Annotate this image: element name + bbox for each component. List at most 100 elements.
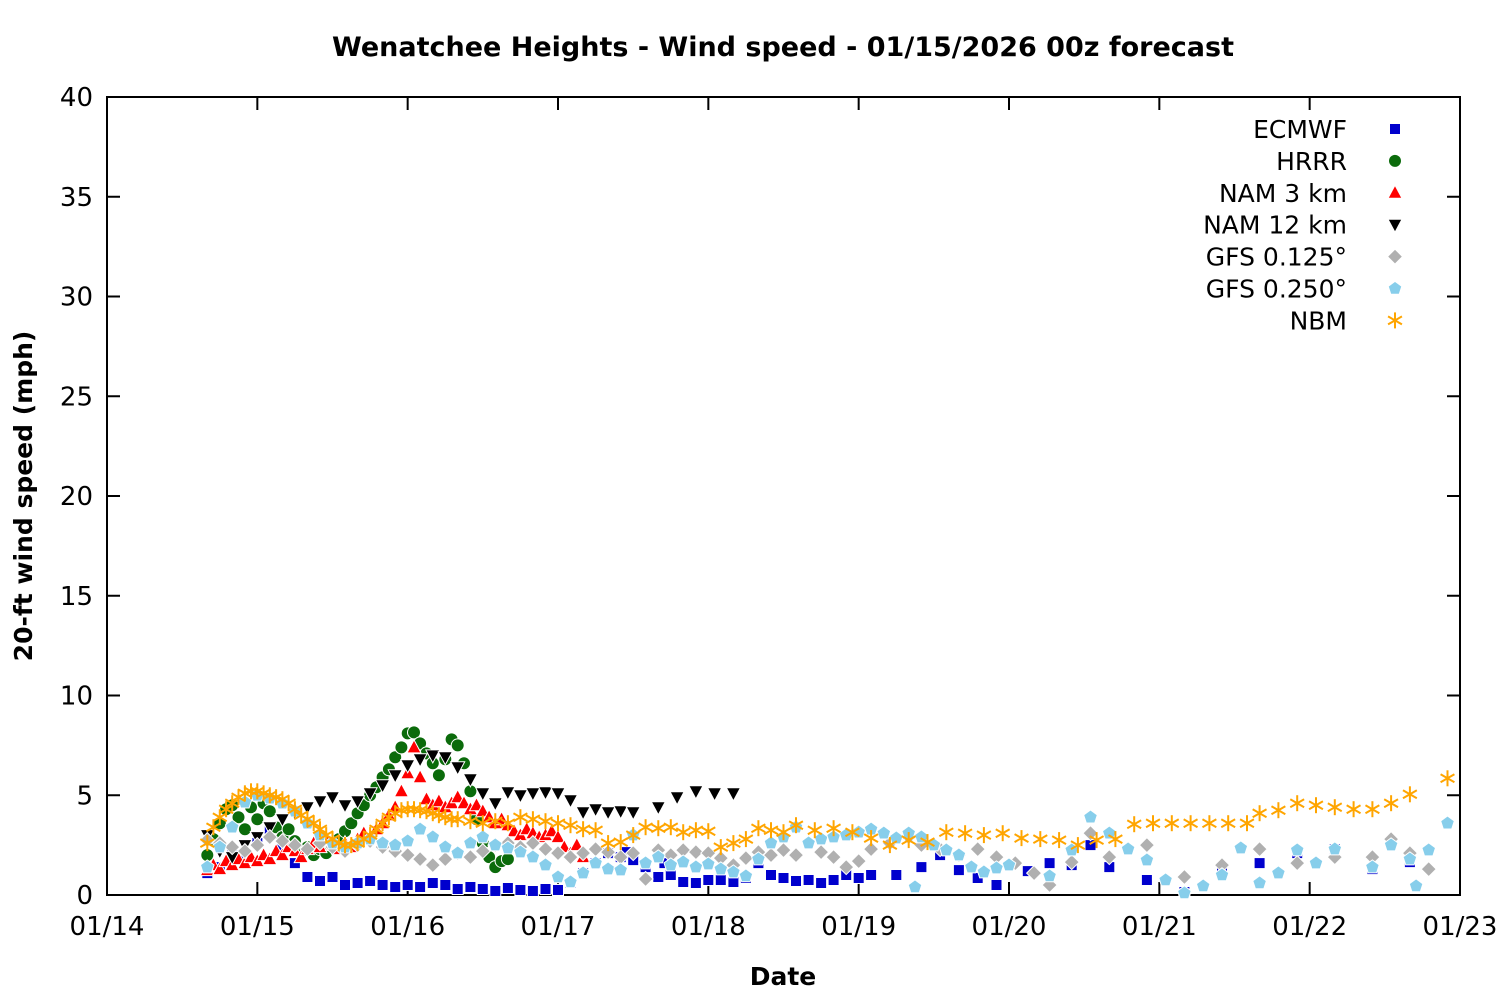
data-point-gfs-0-125 bbox=[1025, 864, 1043, 882]
data-point-nam-12-km bbox=[312, 795, 328, 810]
data-point-gfs-0-250 bbox=[1120, 841, 1136, 856]
legend-label: NAM 3 km bbox=[1219, 179, 1347, 208]
asterisk-spoke bbox=[400, 804, 416, 815]
asterisk-spoke bbox=[419, 806, 434, 817]
data-point-nbm bbox=[1327, 799, 1343, 816]
data-point-gfs-0-250 bbox=[1195, 878, 1211, 893]
data-point-nbm bbox=[1070, 837, 1086, 854]
data-point-gfs-0-250 bbox=[964, 859, 979, 874]
legend-item-gfs-0-125: GFS 0.125° bbox=[1206, 243, 1404, 272]
asterisk-spoke bbox=[901, 835, 917, 845]
asterisk-spoke bbox=[738, 834, 754, 844]
asterisk-spoke bbox=[550, 818, 566, 829]
data-point-ecmwf bbox=[514, 884, 527, 896]
x-tick-label: 01/20 bbox=[972, 912, 1047, 942]
data-point-nbm bbox=[750, 820, 766, 837]
asterisk-spoke bbox=[713, 842, 729, 852]
asterisk-spoke bbox=[1239, 818, 1255, 829]
y-tick-label: 30 bbox=[60, 283, 93, 313]
data-point-nbm bbox=[863, 830, 879, 847]
asterisk-spoke bbox=[1387, 315, 1403, 326]
data-point-ecmwf bbox=[1253, 857, 1266, 870]
data-point-nbm bbox=[738, 831, 754, 848]
data-point-nbm bbox=[938, 824, 954, 841]
asterisk-spoke bbox=[700, 826, 716, 837]
data-point-nam-12-km bbox=[550, 787, 566, 802]
data-point-gfs-0-250 bbox=[450, 845, 466, 860]
data-point-nam-3-km bbox=[412, 768, 428, 784]
data-point-nam-12-km bbox=[374, 779, 391, 794]
asterisk-spoke bbox=[268, 792, 284, 803]
data-point-gfs-0-250 bbox=[588, 855, 603, 870]
data-point-gfs-0-250 bbox=[412, 821, 428, 836]
asterisk-spoke bbox=[776, 827, 791, 838]
x-tick-label: 01/14 bbox=[70, 912, 145, 942]
data-point-nbm bbox=[444, 811, 460, 828]
data-point-gfs-0-250 bbox=[500, 840, 516, 855]
data-point-hrrr bbox=[388, 750, 403, 765]
asterisk-spoke bbox=[1070, 840, 1086, 850]
asterisk-spoke bbox=[243, 786, 259, 797]
x-tick-label: 01/18 bbox=[671, 912, 746, 942]
data-point-gfs-0-125 bbox=[1082, 824, 1099, 842]
data-point-nbm bbox=[613, 834, 629, 851]
data-point-nbm bbox=[1402, 786, 1418, 803]
asterisk-spoke bbox=[725, 838, 741, 848]
legend-marker-triangle-up-icon bbox=[1387, 184, 1403, 199]
data-point-nam-3-km bbox=[431, 792, 447, 808]
data-point-gfs-0-250 bbox=[400, 833, 416, 848]
data-point-nbm bbox=[1164, 815, 1180, 832]
data-point-gfs-0-250 bbox=[1327, 841, 1343, 856]
asterisk-spoke bbox=[462, 816, 478, 827]
data-point-gfs-0-125 bbox=[574, 844, 592, 862]
data-point-nbm bbox=[807, 822, 823, 839]
data-point-nbm bbox=[663, 819, 679, 836]
asterisk-spoke bbox=[306, 818, 322, 829]
data-point-gfs-0-250 bbox=[1271, 865, 1286, 880]
data-point-nbm bbox=[1270, 802, 1286, 819]
data-point-nbm bbox=[1308, 797, 1324, 814]
data-point-hrrr bbox=[394, 740, 409, 755]
data-point-gfs-0-250 bbox=[1440, 815, 1455, 830]
data-point-gfs-0-250 bbox=[224, 819, 240, 834]
data-point-gfs-0-250 bbox=[1252, 875, 1267, 890]
data-point-ecmwf bbox=[401, 879, 414, 891]
data-point-ecmwf bbox=[389, 881, 402, 893]
data-point-nbm bbox=[725, 835, 741, 852]
y-tick-label: 10 bbox=[60, 682, 93, 712]
data-point-gfs-0-250 bbox=[1365, 859, 1380, 874]
data-point-ecmwf bbox=[802, 874, 815, 886]
data-point-gfs-0-250 bbox=[650, 849, 666, 864]
data-point-gfs-0-125 bbox=[537, 840, 554, 858]
asterisk-spoke bbox=[1183, 818, 1199, 829]
data-point-nam-12-km bbox=[575, 806, 591, 821]
data-point-gfs-0-125 bbox=[474, 842, 492, 860]
data-point-gfs-0-125 bbox=[399, 846, 416, 864]
y-tick-label: 35 bbox=[60, 183, 93, 213]
data-point-gfs-0-250 bbox=[487, 837, 503, 852]
data-point-gfs-0-250 bbox=[1233, 840, 1249, 855]
data-point-gfs-0-250 bbox=[563, 874, 578, 889]
legend-label: HRRR bbox=[1276, 147, 1347, 176]
data-point-nam-12-km bbox=[261, 821, 278, 836]
plot-frame: 01/14 01/15 01/16 01/17 01/18 01/19 01/20 01/21… bbox=[60, 83, 1498, 942]
data-point-gfs-0-250 bbox=[738, 868, 754, 883]
data-point-nbm bbox=[688, 822, 704, 839]
data-point-nbm bbox=[1051, 832, 1067, 849]
asterisk-spoke bbox=[1126, 819, 1142, 830]
data-point-nam-12-km bbox=[487, 797, 504, 812]
data-point-gfs-0-250 bbox=[763, 835, 779, 850]
x-tick-label: 01/22 bbox=[1272, 912, 1347, 942]
data-point-gfs-0-125 bbox=[1138, 836, 1156, 854]
data-point-gfs-0-125 bbox=[587, 840, 604, 858]
asterisk-spoke bbox=[1402, 789, 1418, 800]
data-point-nbm bbox=[700, 823, 716, 840]
data-point-nbm bbox=[362, 827, 378, 844]
data-point-nbm bbox=[312, 821, 328, 838]
data-point-nbm bbox=[287, 801, 303, 818]
data-point-gfs-0-250 bbox=[463, 835, 478, 850]
legend-label: NAM 12 km bbox=[1203, 211, 1347, 240]
asterisk-spoke bbox=[538, 816, 553, 827]
data-point-gfs-0-125 bbox=[411, 850, 429, 868]
data-point-ecmwf bbox=[714, 874, 727, 886]
